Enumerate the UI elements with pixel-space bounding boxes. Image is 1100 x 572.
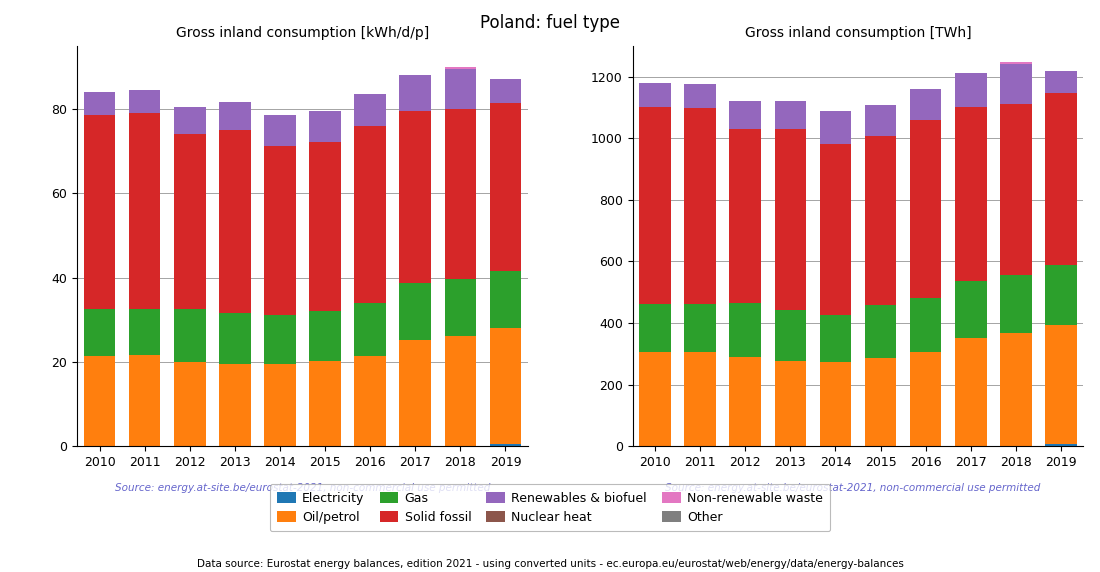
Bar xyxy=(309,110,341,142)
Bar xyxy=(684,108,716,304)
Title: Gross inland consumption [kWh/d/p]: Gross inland consumption [kWh/d/p] xyxy=(176,26,429,41)
Bar xyxy=(84,356,116,446)
Bar xyxy=(820,363,851,446)
Text: Source: energy.at-site.be/eurostat-2021, non-commercial use permitted: Source: energy.at-site.be/eurostat-2021,… xyxy=(664,483,1041,493)
Bar xyxy=(955,337,987,446)
Bar xyxy=(729,129,761,303)
Bar xyxy=(219,102,251,130)
Bar xyxy=(490,271,521,328)
Bar xyxy=(444,279,476,336)
Bar xyxy=(1000,62,1032,63)
Bar xyxy=(264,146,296,315)
Bar xyxy=(174,362,206,446)
Bar xyxy=(865,305,896,358)
Bar xyxy=(684,84,716,108)
Bar xyxy=(490,102,521,271)
Bar xyxy=(174,134,206,309)
Bar xyxy=(354,356,386,446)
Bar xyxy=(910,89,942,120)
Bar xyxy=(264,115,296,146)
Text: Poland: fuel type: Poland: fuel type xyxy=(480,14,620,32)
Bar xyxy=(729,303,761,357)
Bar xyxy=(684,304,716,352)
Bar xyxy=(174,309,206,362)
Bar xyxy=(1000,104,1032,275)
Bar xyxy=(639,304,671,352)
Bar xyxy=(639,108,671,304)
Bar xyxy=(354,126,386,303)
Bar xyxy=(774,361,806,446)
Bar xyxy=(219,313,251,364)
Bar xyxy=(1045,93,1077,265)
Bar xyxy=(399,340,431,446)
Bar xyxy=(84,309,116,356)
Bar xyxy=(1000,63,1032,104)
Bar xyxy=(444,67,476,69)
Bar xyxy=(1045,71,1077,93)
Bar xyxy=(865,136,896,305)
Bar xyxy=(639,352,671,446)
Bar xyxy=(1045,444,1077,446)
Bar xyxy=(1045,325,1077,444)
Bar xyxy=(444,69,476,109)
Bar xyxy=(955,281,987,337)
Bar xyxy=(129,355,161,446)
Bar xyxy=(129,90,161,113)
Bar xyxy=(309,142,341,311)
Bar xyxy=(309,311,341,362)
Bar xyxy=(639,83,671,108)
Bar xyxy=(219,130,251,313)
Bar xyxy=(1000,275,1032,333)
Bar xyxy=(399,284,431,340)
Bar xyxy=(729,101,761,129)
Title: Gross inland consumption [TWh]: Gross inland consumption [TWh] xyxy=(745,26,971,41)
Text: Data source: Eurostat energy balances, edition 2021 - using converted units - ec: Data source: Eurostat energy balances, e… xyxy=(197,559,903,569)
Bar xyxy=(1000,333,1032,446)
Bar xyxy=(354,303,386,356)
Bar xyxy=(910,120,942,299)
Bar xyxy=(490,328,521,444)
Text: Source: energy.at-site.be/eurostat-2021, non-commercial use permitted: Source: energy.at-site.be/eurostat-2021,… xyxy=(114,483,491,493)
Bar xyxy=(1045,265,1077,325)
Bar xyxy=(774,311,806,361)
Bar xyxy=(865,358,896,446)
Bar xyxy=(444,336,476,446)
Bar xyxy=(84,116,116,309)
Bar xyxy=(910,352,942,446)
Bar xyxy=(399,110,431,284)
Bar xyxy=(354,94,386,126)
Bar xyxy=(490,444,521,446)
Bar xyxy=(729,357,761,446)
Bar xyxy=(865,105,896,136)
Bar xyxy=(490,80,521,102)
Bar xyxy=(309,362,341,446)
Bar xyxy=(820,144,851,315)
Bar xyxy=(955,73,987,107)
Bar xyxy=(129,113,161,309)
Bar xyxy=(684,352,716,446)
Bar xyxy=(774,129,806,311)
Bar xyxy=(264,315,296,364)
Bar xyxy=(444,109,476,279)
Bar xyxy=(820,315,851,363)
Bar xyxy=(84,92,116,116)
Bar xyxy=(910,299,942,352)
Bar xyxy=(955,107,987,281)
Bar xyxy=(174,107,206,134)
Bar xyxy=(129,309,161,355)
Bar xyxy=(264,364,296,446)
Bar xyxy=(774,101,806,129)
Legend: Electricity, Oil/petrol, Gas, Solid fossil, Renewables & biofuel, Nuclear heat, : Electricity, Oil/petrol, Gas, Solid foss… xyxy=(270,484,830,531)
Bar xyxy=(399,75,431,110)
Bar xyxy=(820,112,851,144)
Bar xyxy=(219,364,251,446)
